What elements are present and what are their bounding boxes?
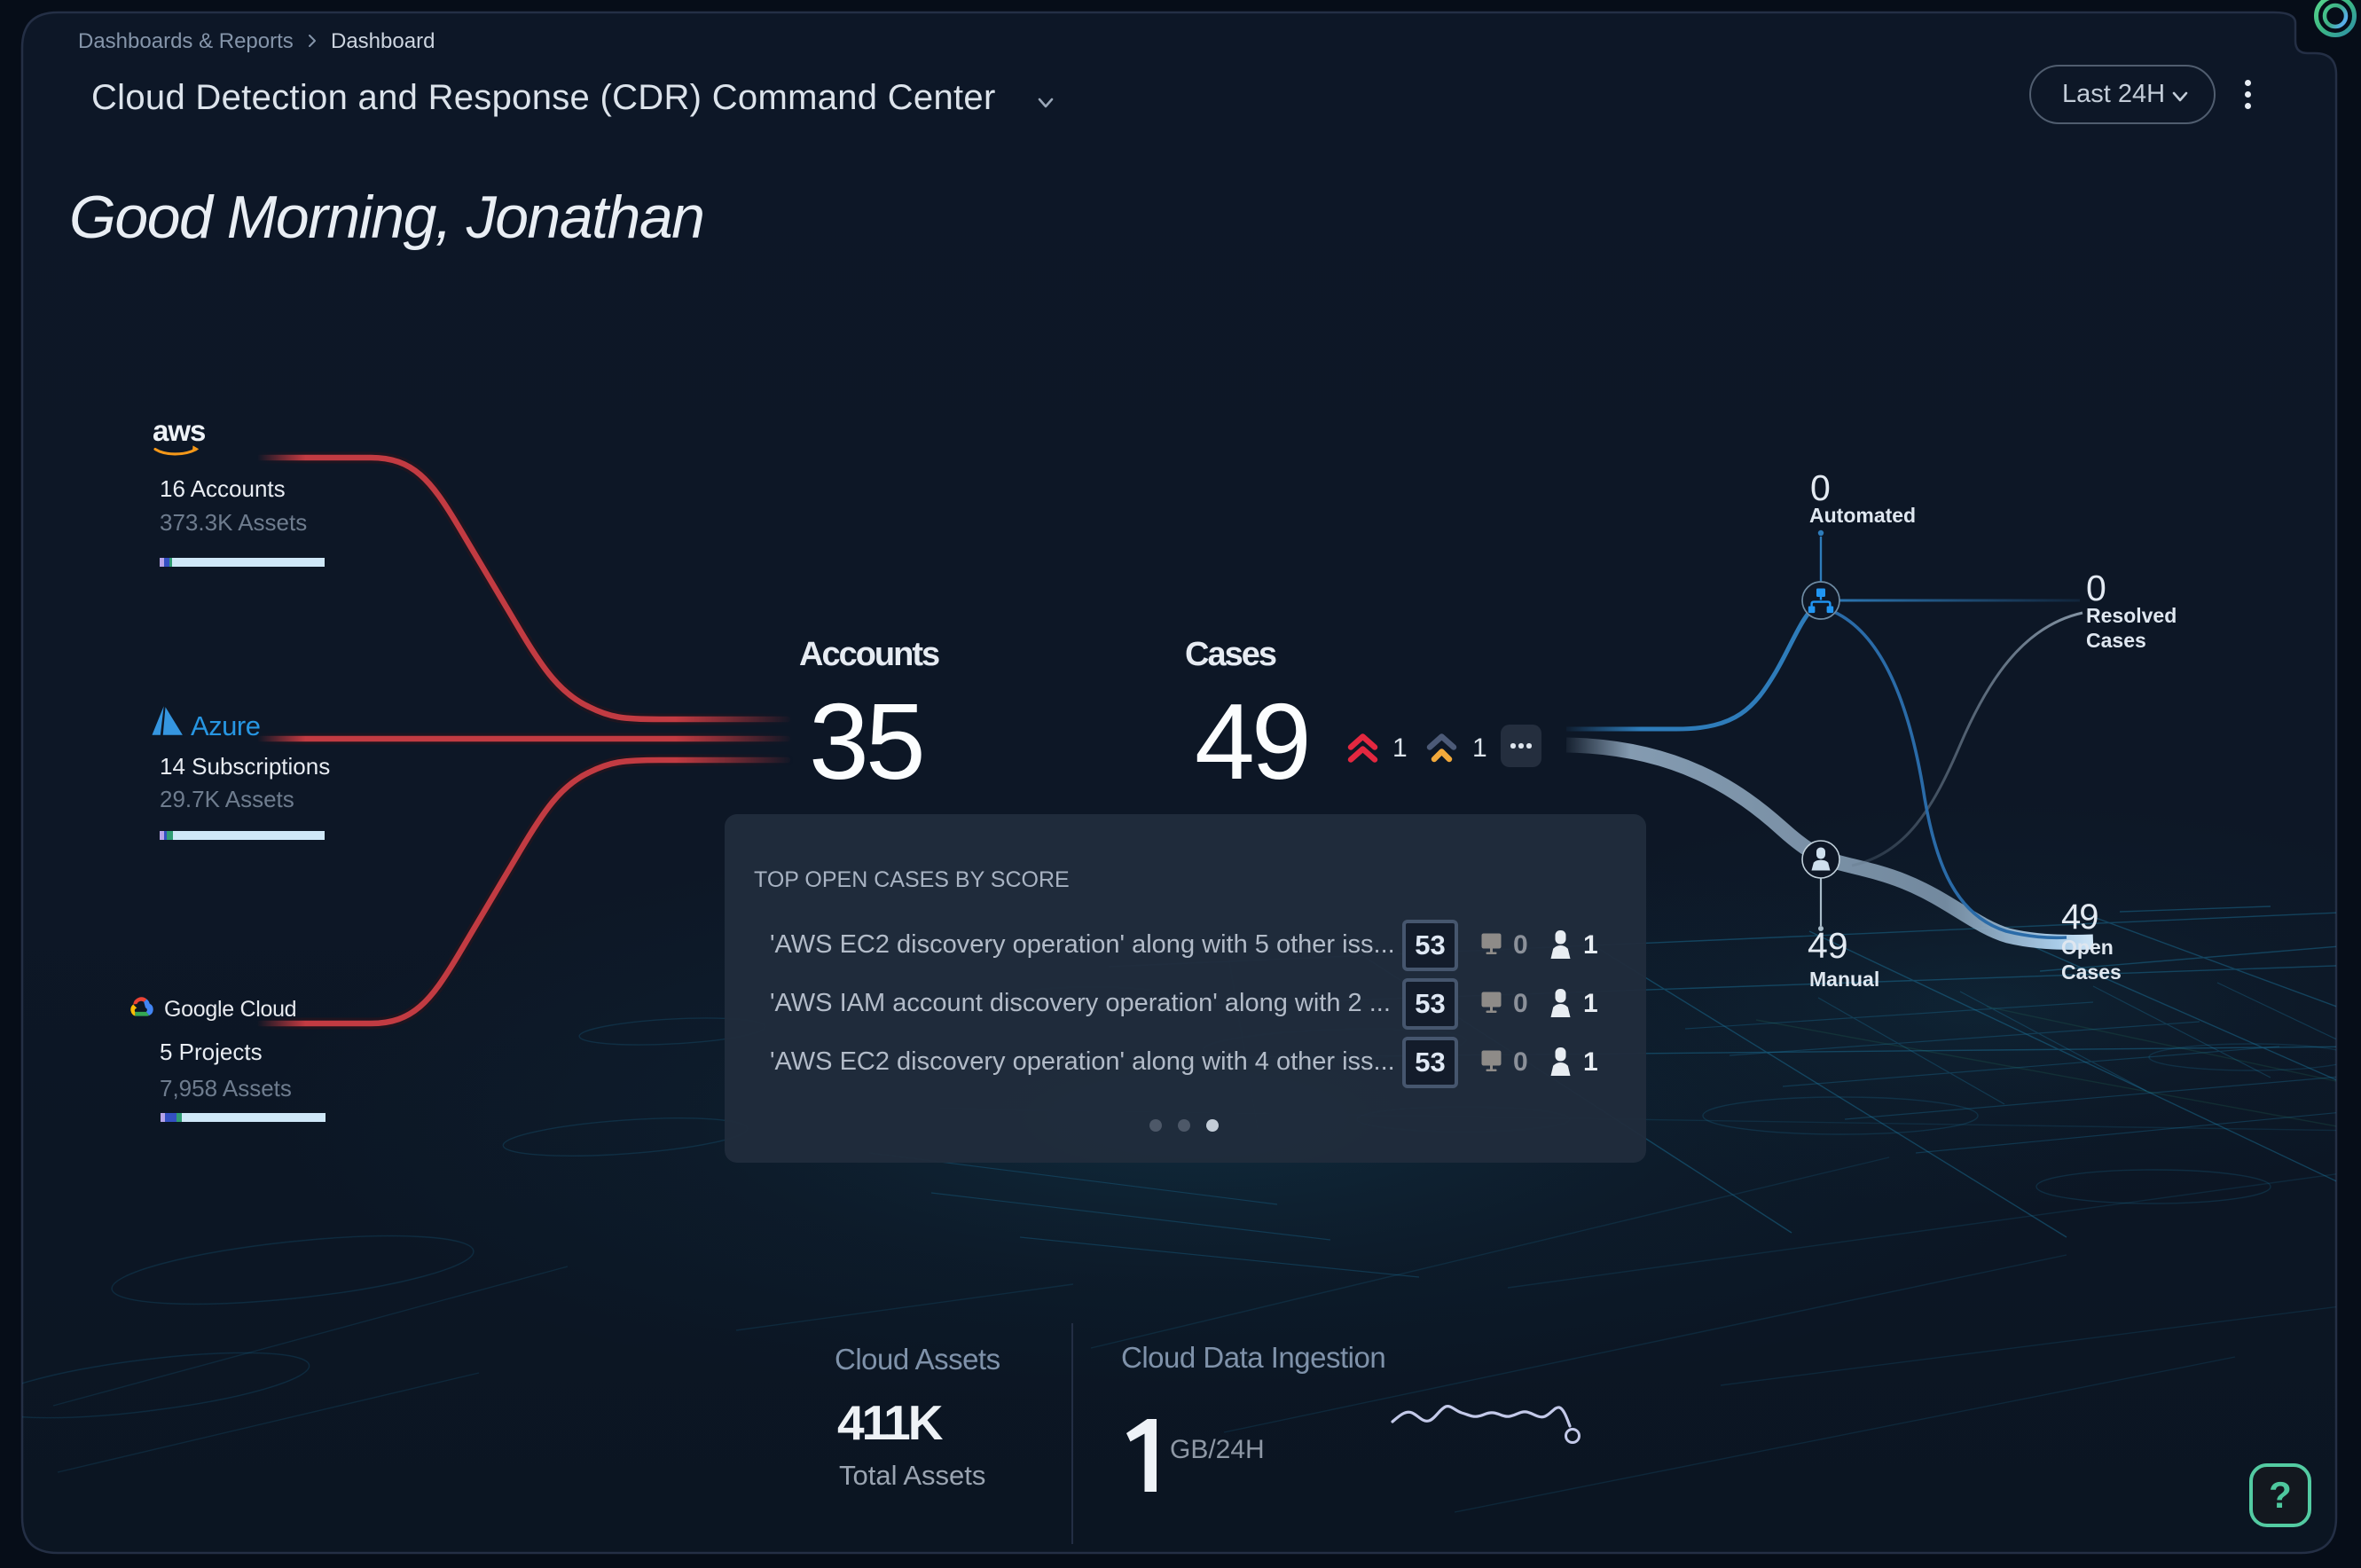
svg-text:aws: aws [153,419,205,447]
